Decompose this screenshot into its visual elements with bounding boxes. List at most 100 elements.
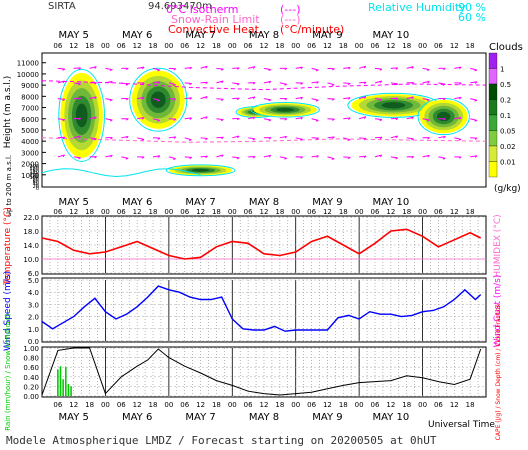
hour-label: 12 [260, 401, 269, 409]
wind-arrow [200, 81, 208, 84]
wind-arrow-head [395, 83, 399, 86]
wind-arrow [168, 82, 176, 86]
wind-arrow-head [347, 139, 351, 142]
hour-label: 18 [466, 42, 475, 50]
wind-arrow-head [189, 97, 192, 100]
hour-label: 18 [275, 208, 284, 216]
wind-arrow [311, 81, 319, 84]
wind-arrow [343, 97, 351, 100]
wind-arrow-head [459, 66, 462, 70]
wind-arrow [216, 98, 224, 100]
wind-arrow [311, 118, 319, 121]
wind-arrow [232, 135, 240, 139]
wind-arrow [279, 82, 287, 85]
hour-label: 00 [228, 401, 237, 409]
wind-arrow [57, 67, 65, 70]
wind-arrow-head [62, 80, 65, 84]
wind-arrow-head [268, 99, 272, 102]
wind-arrow-head [237, 135, 240, 139]
wind-arrow [470, 155, 478, 158]
wind-grid [42, 279, 486, 342]
day-label: MAY 10 [372, 30, 409, 41]
wind-arrow-head [427, 137, 430, 140]
wind-arrow [422, 80, 430, 84]
day-label: MAY 7 [185, 412, 215, 423]
wind-arrow-head [363, 96, 367, 99]
wind-arrow-head [173, 84, 176, 87]
wind-arrow [89, 116, 97, 120]
hour-label: 18 [149, 42, 158, 50]
hour-label: 00 [164, 42, 173, 50]
wind-ticks: 5.0 4.0 3.0 2.0 1.0 0.0 [28, 277, 39, 346]
day-label: MAY 6 [122, 197, 152, 208]
wind-arrow-head [109, 69, 113, 72]
wind-arrow-head [110, 137, 113, 140]
wind-arrow-head [157, 137, 161, 140]
wind-arrow [73, 156, 81, 159]
wind-arrow-head [221, 136, 224, 140]
wind-arrow [454, 66, 462, 69]
hour-label: 12 [323, 208, 332, 216]
wind-arrow-head [221, 80, 224, 84]
header: SIRTA 94.693470m 0°C Isotherm (---) Snow… [48, 1, 486, 36]
wind-arrow [89, 96, 97, 100]
wind-arrow-head [427, 154, 430, 158]
wind-arrow [295, 66, 303, 69]
hour-label: 06 [180, 401, 189, 409]
wind-arrow [438, 82, 446, 85]
day-label: MAY 5 [59, 197, 89, 208]
wind-arrow [105, 154, 113, 158]
wind-arrow [200, 65, 208, 69]
wind-arrow [359, 81, 367, 84]
wind-arrow [105, 67, 113, 71]
wind-arrow [263, 67, 271, 71]
wind-arrow [137, 96, 145, 100]
wind-arrow [216, 67, 224, 70]
wind-arrow-head [379, 136, 383, 140]
hour-label: 00 [291, 208, 300, 216]
convective-label: Convective Heat. [168, 23, 262, 36]
hour-label: 18 [275, 401, 284, 409]
y-tick: 6.0 [28, 270, 39, 278]
colorbar-swatch [488, 161, 498, 178]
wind-arrow-head [379, 80, 383, 84]
wind-arrow [327, 82, 335, 86]
day-label: MAY 6 [122, 412, 152, 423]
wind-arrow-head [78, 157, 81, 160]
wind-arrow [57, 80, 65, 84]
hour-label: 12 [386, 208, 395, 216]
low-height-tick: 120 [29, 173, 39, 179]
wind-arrows [57, 65, 478, 160]
wind-arrow [152, 118, 160, 121]
wind-arrow-head [173, 118, 177, 121]
wind-arrow [263, 98, 271, 101]
wind-arrow-head [141, 156, 145, 159]
low-height-axis-label: Up to 200 m a.s.l. [5, 155, 13, 217]
wind-arrow [374, 67, 383, 70]
wind-arrow [73, 135, 81, 139]
day-label: MAY 9 [312, 30, 342, 41]
temperature-line [41, 228, 482, 260]
snowrain-label: Snow-Rain Limit [171, 13, 260, 26]
wind-arrow [358, 96, 366, 100]
wind-arrow [89, 137, 97, 140]
wind-arrow-head [94, 66, 97, 69]
wind-arrow-head [411, 156, 415, 159]
rain-bar [62, 379, 64, 396]
wind-arrow [343, 137, 351, 141]
height-tick: 8000 [21, 93, 39, 101]
wind-arrow [263, 154, 271, 158]
rain-bars [57, 366, 72, 396]
hour-label: 12 [69, 208, 78, 216]
wind-arrow-head [363, 65, 367, 69]
wind-arrow-head [459, 96, 462, 100]
wind-arrow [470, 67, 478, 71]
hour-label: 00 [101, 42, 110, 50]
wind-panel: 5.0 4.0 3.0 2.0 1.0 0.0 Wind Speed (m/s) Wind… [3, 271, 503, 351]
colorbar-label: 0.1 [500, 112, 511, 120]
wind-arrow-head [300, 82, 303, 85]
wind-arrow-head [300, 96, 303, 100]
humidex-axis-label: HUMIDEX (°C) [493, 214, 503, 277]
wind-arrow [327, 156, 335, 160]
